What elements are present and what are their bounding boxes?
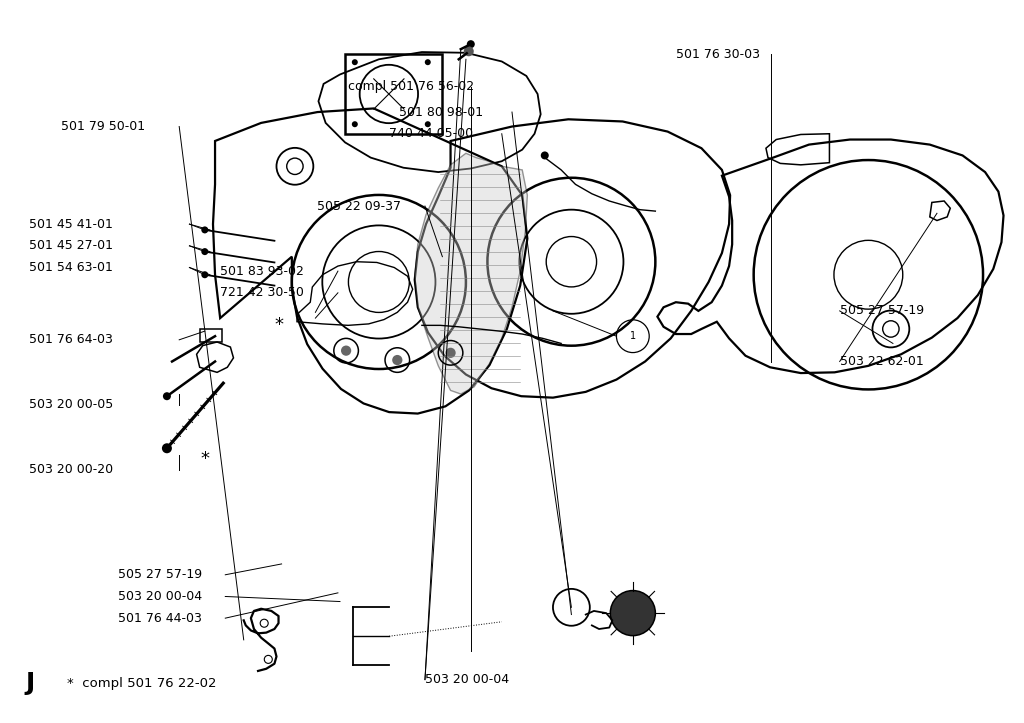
Text: 505 27 57-19: 505 27 57-19: [840, 304, 924, 317]
Circle shape: [425, 121, 431, 127]
Text: 501 79 50-01: 501 79 50-01: [61, 120, 145, 133]
Text: *: *: [274, 317, 283, 334]
Text: 1: 1: [630, 331, 636, 341]
Circle shape: [352, 59, 357, 65]
Circle shape: [464, 46, 474, 56]
Text: 501 76 64-03: 501 76 64-03: [29, 333, 113, 346]
Circle shape: [341, 346, 351, 356]
Text: 503 20 00-20: 503 20 00-20: [29, 463, 113, 476]
Text: 501 45 41-01: 501 45 41-01: [29, 218, 113, 231]
Text: 501 83 93-02: 501 83 93-02: [220, 265, 304, 278]
Circle shape: [202, 271, 208, 278]
Text: 503 20 00-04: 503 20 00-04: [118, 590, 202, 603]
Text: J: J: [26, 671, 35, 696]
Circle shape: [541, 151, 549, 160]
Text: compl 501 76 56-02: compl 501 76 56-02: [348, 80, 474, 93]
Circle shape: [163, 392, 171, 401]
Text: 503 22 62-01: 503 22 62-01: [840, 355, 924, 368]
Circle shape: [467, 40, 475, 48]
Text: 505 22 09-37: 505 22 09-37: [317, 200, 401, 213]
Bar: [200, 329, 222, 342]
Text: 501 76 30-03: 501 76 30-03: [676, 48, 760, 61]
Circle shape: [352, 121, 357, 127]
Text: 501 45 27-01: 501 45 27-01: [29, 239, 113, 252]
Circle shape: [425, 59, 431, 65]
Circle shape: [392, 355, 402, 365]
Text: 503 20 00-04: 503 20 00-04: [425, 673, 509, 686]
Bar: [345, 54, 442, 134]
Text: 501 80 98-01: 501 80 98-01: [399, 106, 483, 119]
Text: 501 54 63-01: 501 54 63-01: [29, 261, 113, 274]
Text: 721 42 30-50: 721 42 30-50: [220, 286, 304, 299]
Text: *  compl 501 76 22-02: * compl 501 76 22-02: [67, 677, 216, 690]
Polygon shape: [415, 153, 527, 394]
Circle shape: [162, 443, 172, 453]
Text: 501 76 44-03: 501 76 44-03: [118, 612, 202, 625]
Circle shape: [445, 348, 456, 358]
Text: 740 44 05-00: 740 44 05-00: [389, 127, 473, 140]
Circle shape: [610, 591, 655, 636]
Text: 503 20 00-05: 503 20 00-05: [29, 398, 113, 411]
Circle shape: [202, 248, 208, 255]
Text: 505 27 57-19: 505 27 57-19: [118, 568, 202, 581]
Circle shape: [202, 226, 208, 234]
Text: *: *: [201, 450, 209, 468]
